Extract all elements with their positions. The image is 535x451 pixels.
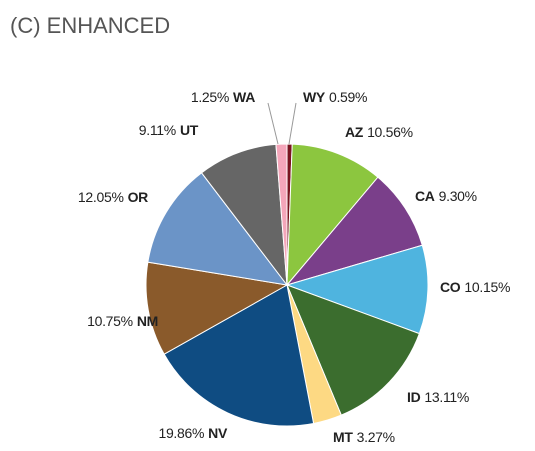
value-label: 10.56% — [367, 124, 413, 140]
category-label: WY — [303, 89, 326, 105]
slice-label: 12.05% OR — [78, 189, 148, 205]
value-label: 19.86% — [158, 425, 204, 441]
slice-label: MT 3.27% — [333, 429, 395, 445]
value-label: 10.15% — [464, 279, 510, 295]
category-label: CA — [415, 188, 435, 204]
slice-label: 19.86% NV — [158, 425, 227, 441]
slice-label: 9.11% UT — [139, 122, 199, 138]
pie-slice — [286, 143, 379, 287]
pie-slice — [286, 284, 421, 416]
category-label: OR — [128, 189, 149, 205]
pie-slice — [163, 284, 315, 427]
slice-label: CO 10.15% — [440, 279, 510, 295]
slice-label: AZ 10.56% — [345, 124, 413, 140]
category-label: MT — [333, 429, 353, 445]
category-label: NV — [208, 425, 228, 441]
value-label: 9.30% — [439, 188, 477, 204]
value-label: 9.11% — [139, 122, 176, 138]
category-label: NM — [137, 313, 158, 329]
pie-slice — [285, 244, 429, 335]
pie-slice — [200, 143, 288, 287]
category-label: UT — [180, 122, 199, 138]
category-label: WA — [233, 89, 255, 105]
pie-slice — [275, 143, 288, 286]
pie-slice — [147, 172, 289, 286]
value-label: 1.25% — [191, 89, 229, 105]
value-label: 10.75% — [87, 313, 133, 329]
category-label: AZ — [345, 124, 364, 140]
slice-label: 1.25% WA — [191, 89, 255, 105]
chart-title: (C) ENHANCED — [10, 13, 170, 38]
category-label: CO — [440, 279, 461, 295]
slice-label: ID 13.11% — [407, 389, 469, 405]
value-label: 3.27% — [357, 429, 395, 445]
pie-slice — [285, 176, 423, 286]
pie-slice — [145, 261, 289, 355]
slice-label: 10.75% NM — [87, 313, 158, 329]
category-label: ID — [407, 389, 421, 405]
value-label: 0.59% — [329, 89, 367, 105]
value-label: 12.05% — [78, 189, 124, 205]
value-label: 13.11% — [424, 389, 469, 405]
slice-label: CA 9.30% — [415, 188, 477, 204]
leader-line — [267, 102, 279, 145]
slice-label: WY 0.59% — [303, 89, 367, 105]
leader-line — [288, 102, 297, 145]
